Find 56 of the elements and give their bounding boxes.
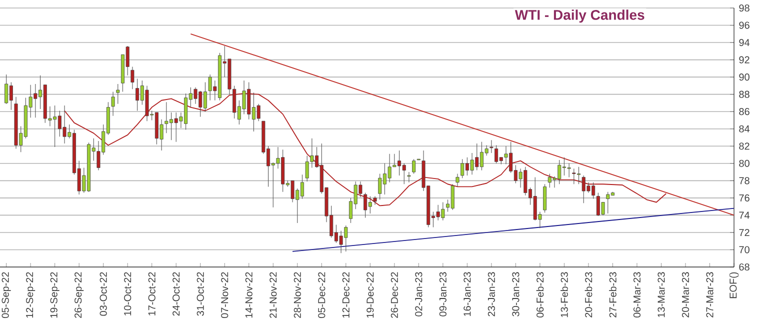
x-tick-label: 27-Mar-23 — [706, 272, 714, 318]
y-tick-label: 72 — [739, 228, 750, 236]
candlestick — [407, 172, 411, 183]
y-tick-label: 82 — [739, 142, 750, 150]
x-tick-label: EOF() — [729, 272, 739, 298]
y-tick-label: 68 — [739, 263, 750, 271]
candlestick — [490, 140, 494, 154]
candlestick — [111, 91, 115, 116]
x-tick-label: 05-Sep-22 — [2, 272, 11, 318]
x-tick-label: 19-Sep-22 — [50, 272, 60, 318]
x-tick-label: 20-Feb-23 — [584, 272, 592, 318]
y-tick-label: 94 — [739, 38, 750, 46]
x-tick-label: 02-Jan-23 — [415, 272, 422, 316]
x-tick-label: 05-Dec-22 — [318, 272, 326, 318]
y-tick-label: 70 — [739, 246, 750, 254]
x-tick-label: 21-Nov-22 — [270, 272, 277, 318]
y-tick-label: 74 — [739, 212, 750, 219]
candlestick — [412, 158, 416, 174]
x-tick-label: 19-Dec-22 — [366, 272, 374, 318]
x-tick-label: 16-Jan-23 — [464, 272, 471, 316]
y-tick-label: 86 — [739, 108, 750, 116]
candlestick — [116, 84, 120, 104]
y-tick-label: 80 — [739, 160, 750, 167]
x-tick-label: 17-Oct-22 — [148, 272, 156, 316]
x-tick-label: 09-Jan-23 — [439, 272, 446, 316]
x-tick-label: 13-Feb-23 — [560, 272, 568, 318]
y-tick-label: 90 — [739, 74, 750, 81]
y-tick-label: 76 — [739, 194, 750, 202]
y-tick-label: 96 — [739, 22, 750, 29]
x-tick-label: 07-Nov-22 — [221, 272, 228, 318]
x-tick-label: 13-Mar-23 — [658, 272, 665, 318]
x-tick-label: 23-Jan-23 — [488, 272, 495, 316]
x-tick-label: 06-Feb-23 — [536, 272, 544, 318]
x-tick-label: 03-Oct-22 — [100, 272, 107, 316]
x-tick-label: 24-Oct-22 — [172, 272, 180, 316]
y-tick-label: 84 — [739, 125, 750, 132]
x-tick-label: 31-Oct-22 — [196, 272, 204, 316]
x-tick-label: 12-Dec-22 — [342, 272, 350, 318]
chart-title: WTI - Daily Candles — [514, 10, 644, 23]
x-tick-label: 27-Feb-23 — [609, 272, 616, 318]
x-tick-label: 10-Oct-22 — [124, 272, 132, 316]
x-tick-label: 14-Nov-22 — [245, 272, 252, 318]
x-tick-label: 26-Sep-22 — [74, 272, 84, 318]
candlestick — [130, 66, 134, 90]
y-tick-label: 92 — [739, 56, 750, 64]
y-tick-label: 98 — [739, 4, 750, 12]
y-tick-label: 88 — [739, 90, 750, 98]
x-tick-label: 06-Mar-23 — [633, 272, 641, 318]
x-tick-label: 20-Mar-23 — [682, 272, 690, 318]
candlestick — [456, 173, 460, 187]
candlestick — [543, 184, 547, 213]
x-tick-label: 30-Jan-23 — [512, 272, 520, 316]
x-tick-label: 12-Sep-22 — [26, 272, 36, 318]
x-tick-label: 26-Dec-22 — [390, 272, 398, 318]
y-tick-label: 78 — [739, 177, 750, 184]
x-tick-label: 28-Nov-22 — [294, 272, 301, 318]
